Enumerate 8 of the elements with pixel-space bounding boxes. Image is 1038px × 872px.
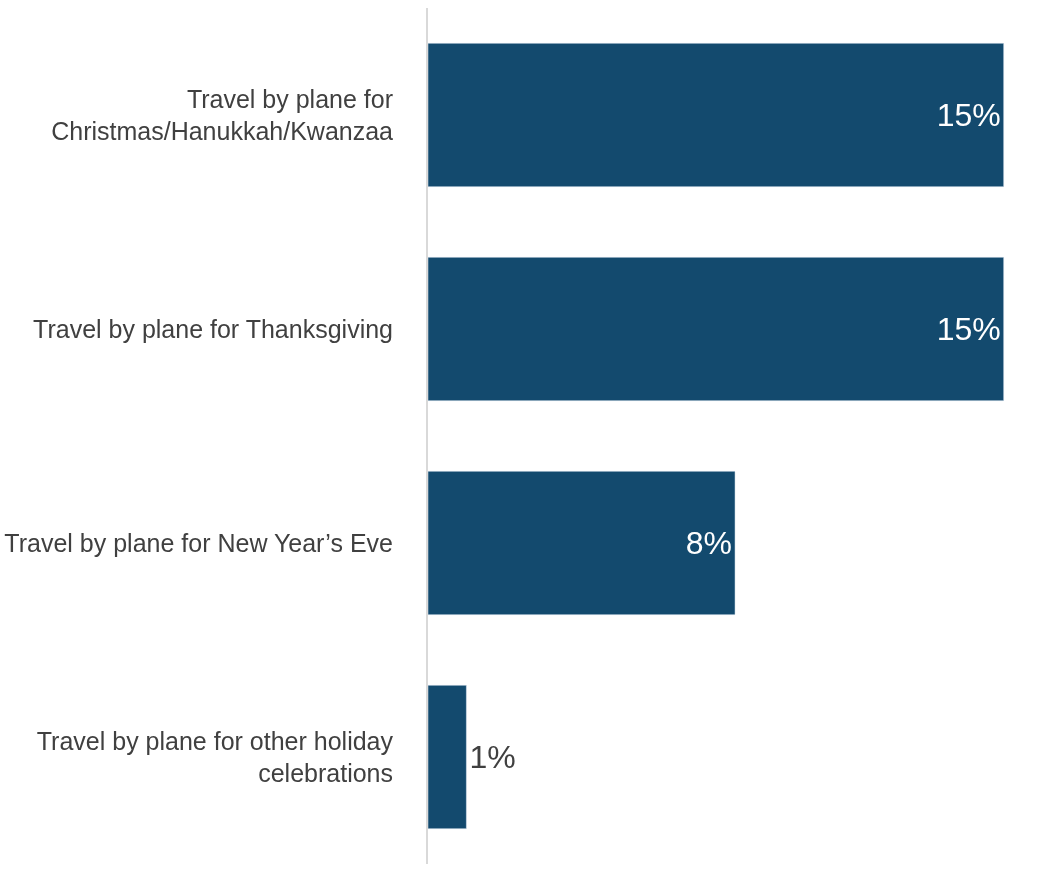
data-label: 15% [936, 97, 1001, 133]
y-tick-label: Travel by plane for Thanksgiving [33, 314, 393, 343]
y-tick-label: Travel by plane for Christmas/Hanukkah/Kwanzaa [51, 84, 394, 145]
data-label: 15% [936, 311, 1001, 347]
y-tick-label: Travel by plane for New Year’s Eve [4, 528, 393, 557]
y-tick-label: Travel by plane for other holiday celebrations [36, 726, 394, 787]
data-label: 8% [685, 525, 733, 561]
data-label: 1% [469, 739, 516, 775]
